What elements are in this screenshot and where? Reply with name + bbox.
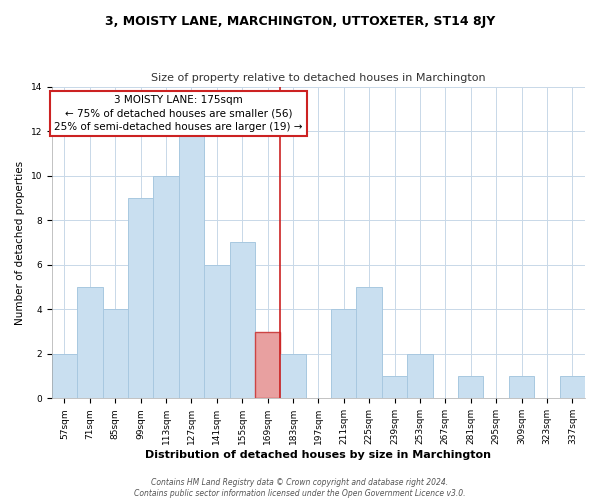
X-axis label: Distribution of detached houses by size in Marchington: Distribution of detached houses by size … (145, 450, 491, 460)
Bar (103, 310, 128, 398)
Bar (356, 287, 382, 399)
Bar (128, 198, 154, 398)
Text: 3, MOISTY LANE, MARCHINGTON, UTTOXETER, ST14 8JY: 3, MOISTY LANE, MARCHINGTON, UTTOXETER, … (105, 15, 495, 28)
Text: Contains HM Land Registry data © Crown copyright and database right 2024.
Contai: Contains HM Land Registry data © Crown c… (134, 478, 466, 498)
Bar (255, 332, 280, 398)
Bar (280, 354, 305, 399)
Bar (230, 242, 255, 398)
Text: 3 MOISTY LANE: 175sqm
← 75% of detached houses are smaller (56)
25% of semi-deta: 3 MOISTY LANE: 175sqm ← 75% of detached … (55, 96, 303, 132)
Bar (204, 264, 230, 398)
Bar (154, 176, 179, 398)
Bar (77, 287, 103, 399)
Bar (331, 310, 356, 398)
Bar (509, 376, 534, 398)
Bar (179, 131, 204, 398)
Bar (560, 376, 585, 398)
Bar (458, 376, 484, 398)
Title: Size of property relative to detached houses in Marchington: Size of property relative to detached ho… (151, 73, 486, 83)
Bar (382, 376, 407, 398)
Bar (407, 354, 433, 399)
Y-axis label: Number of detached properties: Number of detached properties (15, 160, 25, 324)
Bar (52, 354, 77, 399)
